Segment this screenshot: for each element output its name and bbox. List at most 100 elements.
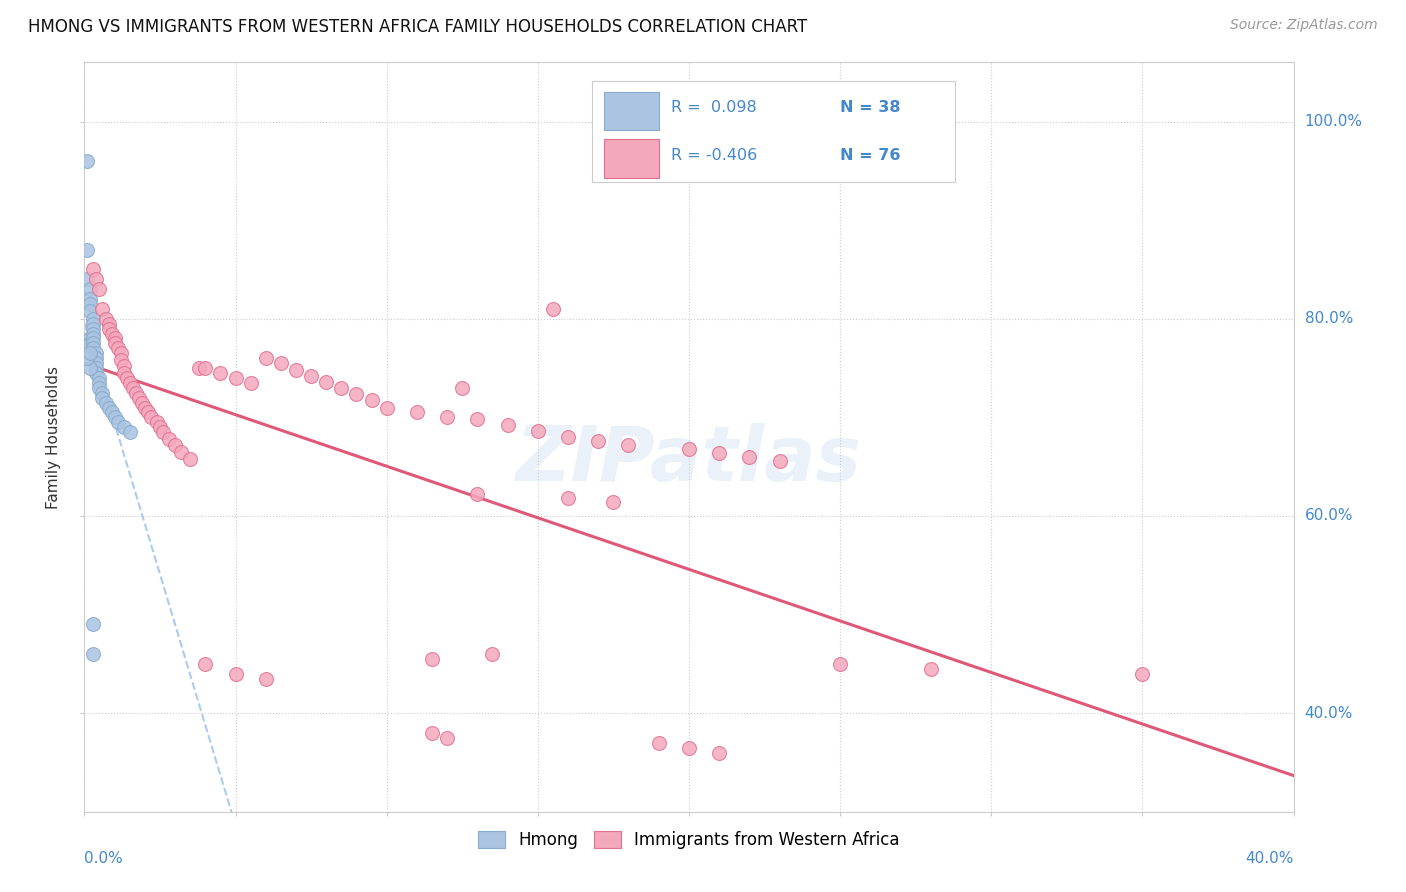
Point xyxy=(136,405,159,419)
Point xyxy=(436,731,458,745)
Point xyxy=(82,317,104,331)
Point xyxy=(188,361,211,376)
Point xyxy=(112,359,135,373)
Point xyxy=(115,371,138,385)
Point xyxy=(194,657,217,671)
Point xyxy=(131,395,153,409)
Point xyxy=(79,331,101,345)
Point xyxy=(86,346,108,360)
Point xyxy=(420,652,443,666)
Point xyxy=(91,301,114,316)
Point xyxy=(146,415,169,429)
FancyBboxPatch shape xyxy=(592,81,955,182)
Point xyxy=(270,356,292,370)
Point xyxy=(157,432,180,446)
Point xyxy=(97,321,120,335)
Point xyxy=(121,381,143,395)
Point xyxy=(209,366,232,380)
Point xyxy=(110,353,132,368)
Point xyxy=(82,311,104,326)
Point xyxy=(165,438,187,452)
Point xyxy=(225,371,247,385)
Text: HMONG VS IMMIGRANTS FROM WESTERN AFRICA FAMILY HOUSEHOLDS CORRELATION CHART: HMONG VS IMMIGRANTS FROM WESTERN AFRICA … xyxy=(28,18,807,36)
Point xyxy=(86,351,108,366)
Point xyxy=(94,311,117,326)
FancyBboxPatch shape xyxy=(605,92,659,130)
Point xyxy=(557,430,579,444)
Text: N = 76: N = 76 xyxy=(841,148,901,163)
Point xyxy=(557,491,579,506)
Text: 60.0%: 60.0% xyxy=(1305,508,1353,524)
Point xyxy=(112,366,135,380)
Point xyxy=(360,392,382,407)
Point xyxy=(602,495,624,509)
Point xyxy=(709,746,731,760)
Point xyxy=(769,454,792,468)
Text: R = -0.406: R = -0.406 xyxy=(671,148,756,163)
Point xyxy=(79,292,101,306)
Point xyxy=(134,401,156,415)
Point xyxy=(79,304,101,318)
Point xyxy=(170,445,193,459)
Point xyxy=(91,385,114,400)
Point xyxy=(76,351,98,366)
Point xyxy=(107,342,129,356)
Point xyxy=(239,376,262,390)
Point xyxy=(100,326,122,341)
Point xyxy=(82,336,104,351)
Point xyxy=(254,672,277,686)
Point xyxy=(104,336,127,351)
Text: 40.0%: 40.0% xyxy=(1246,851,1294,865)
Text: 100.0%: 100.0% xyxy=(1305,114,1362,129)
Point xyxy=(76,154,98,169)
Point xyxy=(110,346,132,360)
Point xyxy=(89,376,111,390)
Point xyxy=(125,385,148,400)
Point xyxy=(82,262,104,277)
Point xyxy=(678,442,700,456)
Point xyxy=(86,366,108,380)
Point xyxy=(481,647,503,661)
Point xyxy=(436,410,458,425)
Point xyxy=(76,272,98,286)
Point xyxy=(467,487,489,501)
Point xyxy=(375,401,398,415)
Text: 80.0%: 80.0% xyxy=(1305,311,1353,326)
Point xyxy=(79,336,101,351)
Point xyxy=(254,351,277,366)
Point xyxy=(79,361,101,376)
Point xyxy=(152,425,174,439)
Point xyxy=(104,331,127,345)
Point xyxy=(179,451,201,466)
Point xyxy=(100,405,122,419)
Point xyxy=(451,381,474,395)
Point xyxy=(82,326,104,341)
Point xyxy=(738,450,761,464)
Point xyxy=(82,321,104,335)
Point xyxy=(128,391,150,405)
Point xyxy=(86,361,108,376)
Point xyxy=(709,446,731,460)
Point xyxy=(194,361,217,376)
Point xyxy=(467,412,489,426)
Text: ZIPatlas: ZIPatlas xyxy=(516,423,862,497)
Point xyxy=(678,740,700,755)
Point xyxy=(330,381,353,395)
Point xyxy=(830,657,852,671)
Point xyxy=(97,317,120,331)
Point xyxy=(406,405,429,419)
Point xyxy=(97,401,120,415)
Legend: Hmong, Immigrants from Western Africa: Hmong, Immigrants from Western Africa xyxy=(471,824,907,855)
Point xyxy=(617,438,640,452)
Point xyxy=(920,662,942,676)
Point xyxy=(82,647,104,661)
Text: 40.0%: 40.0% xyxy=(1305,706,1353,721)
Point xyxy=(112,420,135,434)
Point xyxy=(527,424,550,438)
Text: N = 38: N = 38 xyxy=(841,101,901,115)
Point xyxy=(541,301,564,316)
Point xyxy=(496,418,519,433)
Point xyxy=(420,726,443,740)
Y-axis label: Family Households: Family Households xyxy=(46,366,62,508)
Point xyxy=(118,376,141,390)
